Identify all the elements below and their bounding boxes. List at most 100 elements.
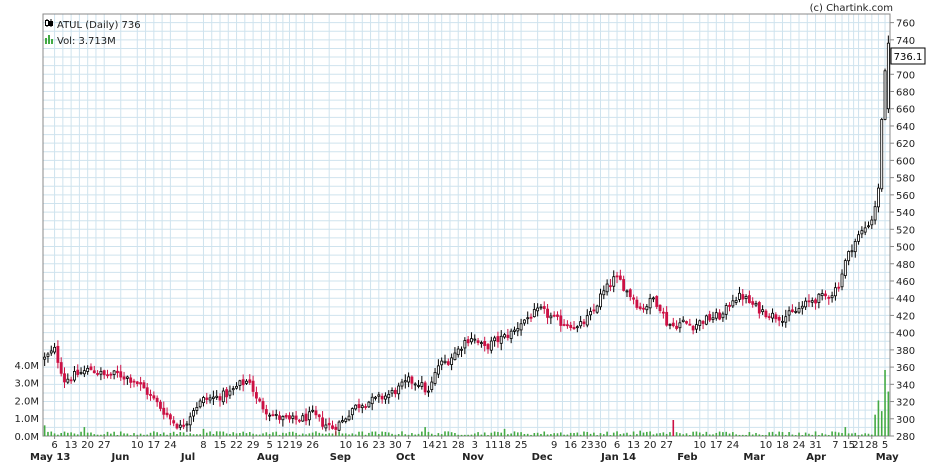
volume-bar <box>272 432 274 436</box>
date-tick-label: 24 <box>726 440 739 451</box>
volume-bar <box>483 432 486 436</box>
volume-bar <box>430 433 433 436</box>
volume-bar <box>457 434 460 436</box>
candle-body <box>450 357 454 365</box>
date-tick-label: 8 <box>200 440 206 451</box>
volume-bar <box>477 432 479 436</box>
candle-body <box>135 381 139 385</box>
volume-bar <box>599 433 602 436</box>
date-tick-label: 21 <box>852 440 865 451</box>
volume-bar <box>586 431 589 436</box>
volume-bars <box>43 369 890 436</box>
candle-body <box>572 327 576 330</box>
volume-bar <box>225 433 228 436</box>
candle-body <box>599 293 602 308</box>
price-tick-label: 640 <box>896 122 915 133</box>
volume-bar <box>639 430 642 436</box>
volume-bar <box>877 400 880 436</box>
volume-bar <box>424 427 426 436</box>
volume-bar <box>318 432 321 436</box>
volume-legend-icon <box>45 35 53 44</box>
candle-body <box>453 352 457 360</box>
volume-bar <box>695 431 698 436</box>
candle-body <box>258 398 262 402</box>
volume-bar <box>133 433 135 436</box>
date-tick-label: 19 <box>290 440 303 451</box>
date-tick-label: 13 <box>65 440 78 451</box>
volume-bar <box>642 432 645 436</box>
candle-body <box>718 312 722 320</box>
candle-body <box>456 348 460 356</box>
volume-bar <box>718 431 721 436</box>
volume-bar <box>523 433 526 436</box>
candle-body <box>165 412 169 416</box>
volume-bar <box>106 431 109 436</box>
candle-body <box>668 323 672 326</box>
volume-bar <box>543 431 546 436</box>
date-tick-label: 31 <box>809 440 822 451</box>
candle-body <box>364 406 368 408</box>
volume-bar <box>566 434 569 436</box>
candle-body <box>116 370 119 374</box>
price-tick-label: 280 <box>896 432 915 443</box>
candle-body <box>744 296 748 300</box>
candle-body <box>59 362 63 374</box>
candle-body <box>536 307 540 312</box>
candle-body <box>886 42 890 110</box>
candle-body <box>261 401 265 410</box>
volume-bar <box>331 433 334 436</box>
volume-bar <box>252 433 254 436</box>
candle-body <box>46 353 50 357</box>
volume-bar <box>464 434 466 436</box>
candle-body <box>681 319 685 322</box>
candle-body <box>777 317 781 321</box>
candle-body <box>430 381 434 390</box>
candle-body <box>122 376 126 380</box>
plot-border <box>42 13 891 437</box>
candle-body <box>585 315 589 326</box>
candle-body <box>559 315 563 326</box>
candle-body <box>827 296 831 299</box>
candle-body <box>612 276 616 287</box>
candle-body <box>427 390 430 393</box>
candle-body <box>99 370 103 375</box>
volume-bar <box>851 433 853 436</box>
volume-bar <box>470 434 473 436</box>
candle-body <box>695 324 698 330</box>
candle-body <box>268 414 272 417</box>
candle-body <box>870 219 874 226</box>
date-axis: 6 13 20 27 10 17 24 8 15 22 29 5 12 19 26 10 16 23 30 7 14 21… <box>30 436 899 463</box>
candle-body <box>701 321 705 324</box>
candle-body <box>781 320 784 323</box>
volume-bar <box>596 435 598 436</box>
candle-body <box>476 340 480 343</box>
candle-body <box>218 396 222 401</box>
candle-body <box>711 317 715 320</box>
volume-bar <box>507 434 509 436</box>
month-label: Oct <box>396 452 415 463</box>
volume-bar <box>755 432 757 436</box>
candle-body <box>417 385 420 387</box>
volume-bar <box>622 433 625 436</box>
volume-bar <box>417 433 420 436</box>
volume-bar <box>354 434 357 436</box>
month-label: Sep <box>330 452 351 463</box>
volume-bar <box>427 431 430 436</box>
volume-bar <box>136 434 139 436</box>
price-tick-label: 580 <box>896 174 915 185</box>
volume-bar <box>96 434 99 436</box>
price-tick-label: 740 <box>896 36 915 47</box>
candle-body <box>794 310 798 313</box>
candle-body <box>685 321 688 324</box>
candle-body <box>771 312 774 319</box>
candle-body <box>774 314 778 320</box>
candle-body <box>731 300 735 307</box>
price-tick-label: 340 <box>896 380 915 391</box>
volume-bar <box>348 434 350 436</box>
candle-body <box>784 316 788 323</box>
candle-body <box>850 250 854 253</box>
volume-bar <box>119 431 122 436</box>
volume-bar <box>83 427 86 436</box>
price-tick-label: 500 <box>896 243 915 254</box>
candle-body <box>539 306 543 309</box>
